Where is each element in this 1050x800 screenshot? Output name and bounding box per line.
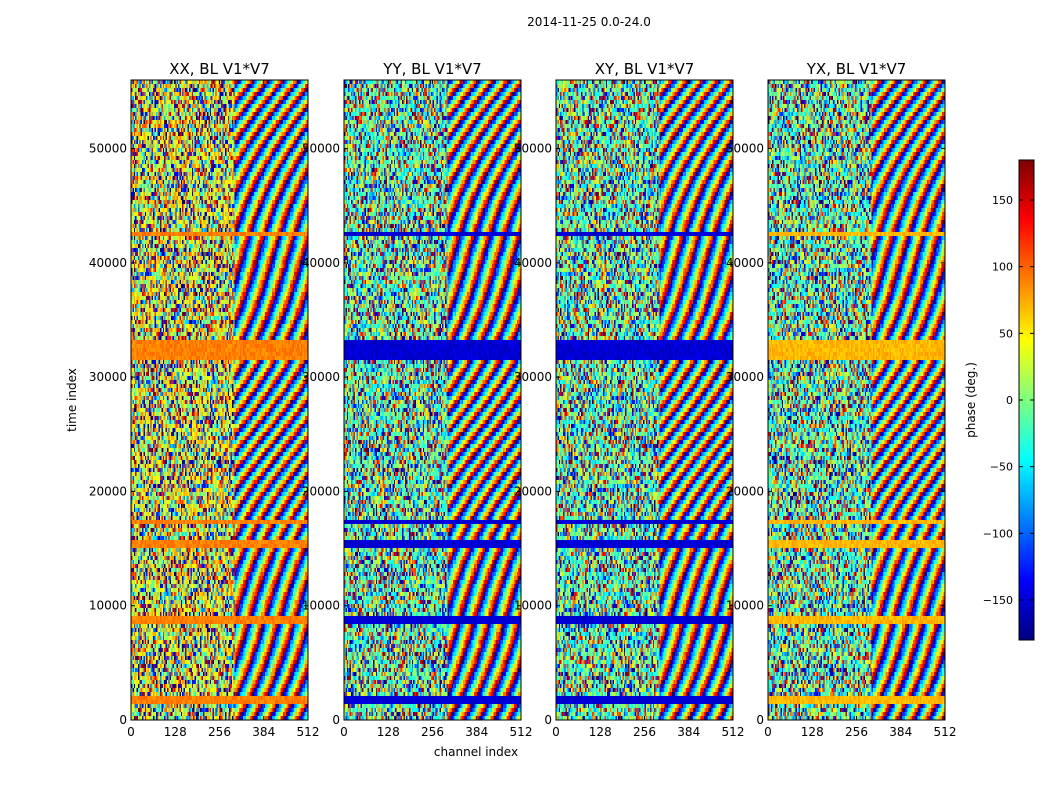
x-tick-label: 0 bbox=[127, 725, 135, 739]
y-tick-label: 40000 bbox=[514, 256, 552, 270]
colorbar-tick-label: 150 bbox=[992, 194, 1013, 207]
colorbar-ticks: −150 −100 −50 0 50 100 150 bbox=[983, 194, 1034, 607]
panel-title: YX, BL V1*V7 bbox=[806, 60, 907, 78]
heatmap-panel: YX, BL V1*V7 0 128 256 384 512 0 10000 20000 3000… bbox=[726, 60, 957, 739]
y-tick-label: 50000 bbox=[89, 142, 127, 156]
y-tick-label: 0 bbox=[544, 713, 552, 727]
colorbar-tick-label: 0 bbox=[1006, 394, 1013, 407]
y-tick-label: 50000 bbox=[302, 142, 340, 156]
colorbar-tick-label: −100 bbox=[983, 527, 1013, 540]
heatmap-panel: XY, BL V1*V7 0 128 256 384 512 0 10000 20000 3000… bbox=[514, 60, 745, 739]
y-tick-label: 10000 bbox=[514, 599, 552, 613]
y-tick-label: 20000 bbox=[514, 484, 552, 498]
y-tick-label: 20000 bbox=[302, 484, 340, 498]
heatmap-image bbox=[556, 80, 733, 720]
x-tick-label: 256 bbox=[421, 725, 444, 739]
x-tick-label: 128 bbox=[164, 725, 187, 739]
panel-title: YY, BL V1*V7 bbox=[382, 60, 481, 78]
x-tick-label: 256 bbox=[208, 725, 231, 739]
heatmap-panel: YY, BL V1*V7 0 128 256 384 512 0 10000 20000 3000… bbox=[302, 60, 533, 739]
y-tick-label: 20000 bbox=[89, 484, 127, 498]
y-tick-label: 30000 bbox=[89, 370, 127, 384]
x-axis-label: channel index bbox=[434, 745, 518, 759]
x-tick-label: 256 bbox=[845, 725, 868, 739]
heatmap-image bbox=[768, 80, 945, 720]
x-tick-label: 128 bbox=[589, 725, 612, 739]
y-tick-label: 0 bbox=[332, 713, 340, 727]
y-tick-label: 50000 bbox=[514, 142, 552, 156]
y-tick-label: 10000 bbox=[726, 599, 764, 613]
x-tick-label: 0 bbox=[764, 725, 772, 739]
x-tick-label: 0 bbox=[340, 725, 348, 739]
y-tick-label: 50000 bbox=[726, 142, 764, 156]
x-tick-label: 512 bbox=[297, 725, 320, 739]
x-tick-label: 384 bbox=[252, 725, 275, 739]
y-tick-label: 10000 bbox=[89, 599, 127, 613]
colorbar-label: phase (deg.) bbox=[964, 362, 978, 438]
heatmap-panels: XX, BL V1*V7 0 128 256 384 512 0 10000 20000 3000… bbox=[89, 60, 957, 739]
y-tick-label: 30000 bbox=[302, 370, 340, 384]
y-tick-label: 0 bbox=[756, 713, 764, 727]
y-axis-label: time index bbox=[65, 368, 79, 432]
y-tick-label: 40000 bbox=[302, 256, 340, 270]
x-tick-label: 384 bbox=[465, 725, 488, 739]
y-tick-label: 30000 bbox=[726, 370, 764, 384]
colorbar-tick-label: −150 bbox=[983, 594, 1013, 607]
colorbar-tick-label: 50 bbox=[999, 327, 1013, 340]
x-tick-label: 384 bbox=[889, 725, 912, 739]
y-tick-label: 10000 bbox=[302, 599, 340, 613]
heatmap-image bbox=[344, 80, 521, 720]
x-tick-label: 0 bbox=[552, 725, 560, 739]
panel-title: XY, BL V1*V7 bbox=[595, 60, 695, 78]
y-tick-label: 20000 bbox=[726, 484, 764, 498]
colorbar: −150 −100 −50 0 50 100 150 phase (deg.) bbox=[964, 159, 1035, 641]
y-tick-label: 30000 bbox=[514, 370, 552, 384]
y-tick-label: 40000 bbox=[89, 256, 127, 270]
x-tick-label: 128 bbox=[801, 725, 824, 739]
heatmap-panel: XX, BL V1*V7 0 128 256 384 512 0 10000 20000 3000… bbox=[89, 60, 320, 739]
x-tick-label: 384 bbox=[677, 725, 700, 739]
x-tick-label: 256 bbox=[633, 725, 656, 739]
x-tick-label: 128 bbox=[377, 725, 400, 739]
colorbar-tick-label: 100 bbox=[992, 261, 1013, 274]
x-tick-label: 512 bbox=[722, 725, 745, 739]
y-tick-label: 0 bbox=[119, 713, 127, 727]
panel-title: XX, BL V1*V7 bbox=[169, 60, 270, 78]
x-tick-label: 512 bbox=[510, 725, 533, 739]
x-tick-label: 512 bbox=[934, 725, 957, 739]
figure-suptitle: 2014-11-25 0.0-24.0 bbox=[527, 15, 651, 29]
y-tick-label: 40000 bbox=[726, 256, 764, 270]
colorbar-tick-label: −50 bbox=[990, 461, 1013, 474]
heatmap-image bbox=[131, 80, 308, 720]
